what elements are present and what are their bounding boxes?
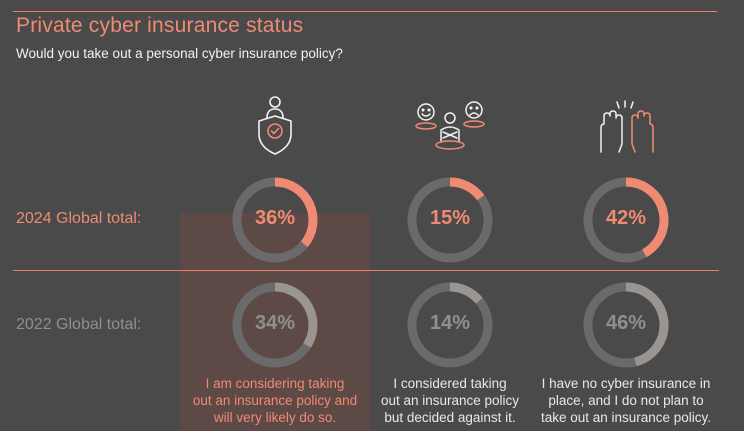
- caption-line: place, and I do not plan to: [548, 393, 704, 408]
- donut-2022-no-plans: 46%: [581, 280, 671, 370]
- caption-no-plans: I have no cyber insurance in place, and …: [531, 375, 721, 426]
- caption-line: I considered taking: [393, 376, 507, 391]
- donut-arc: [274, 177, 318, 248]
- donut-2022-considering: 34%: [230, 280, 320, 370]
- row-label-2022: 2022 Global total:: [16, 316, 142, 333]
- value-label: 34%: [254, 312, 296, 334]
- donut-2022-decided-against: 14%: [405, 280, 495, 370]
- page-title: Private cyber insurance status: [16, 14, 304, 37]
- donut-2024-no-plans-chart: [583, 177, 669, 263]
- caption-line: but decided against it.: [384, 410, 516, 425]
- value-label: 42%: [605, 207, 647, 229]
- donut-2022-decided-against-chart: [407, 282, 493, 368]
- row-label-2024: 2024 Global total:: [16, 210, 142, 227]
- donut-2022-considering-chart: [232, 282, 318, 368]
- people-reactions-icon: [412, 100, 488, 163]
- page-subtitle: Would you take out a personal cyber insu…: [16, 46, 343, 61]
- donut-2024-considering-chart: [232, 177, 318, 263]
- raised-hands-icon: [595, 100, 659, 161]
- donut-arc: [449, 177, 485, 201]
- donut-2024-considering: 36%: [230, 175, 320, 265]
- highlight-column: [180, 213, 370, 431]
- caption-decided-against: I considered taking out an insurance pol…: [355, 375, 545, 426]
- value-label: 36%: [254, 207, 296, 229]
- value-label: 15%: [429, 207, 471, 229]
- donut-arc: [449, 282, 483, 304]
- value-label: 46%: [605, 312, 647, 334]
- caption-considering: I am considering taking out an insurance…: [180, 375, 370, 426]
- caption-line: take out an insurance policy.: [540, 410, 712, 425]
- row-divider: [13, 270, 719, 271]
- value-label: 14%: [429, 312, 471, 334]
- caption-line: I am considering taking: [205, 376, 345, 391]
- donut-arc: [274, 282, 318, 348]
- caption-line: I have no cyber insurance in: [541, 376, 711, 391]
- donut-2024-decided-against-chart: [407, 177, 493, 263]
- top-rule: [13, 11, 717, 12]
- caption-line: will very likely do so.: [213, 410, 337, 425]
- caption-line: out an insurance policy: [380, 393, 520, 408]
- donut-2022-no-plans-chart: [583, 282, 669, 368]
- donut-arc: [625, 177, 669, 258]
- donut-2024-decided-against: 15%: [405, 175, 495, 265]
- shield-person-icon: [245, 94, 305, 163]
- donut-arc: [625, 282, 669, 367]
- caption-line: out an insurance policy and: [192, 393, 358, 408]
- donut-2024-no-plans: 42%: [581, 175, 671, 265]
